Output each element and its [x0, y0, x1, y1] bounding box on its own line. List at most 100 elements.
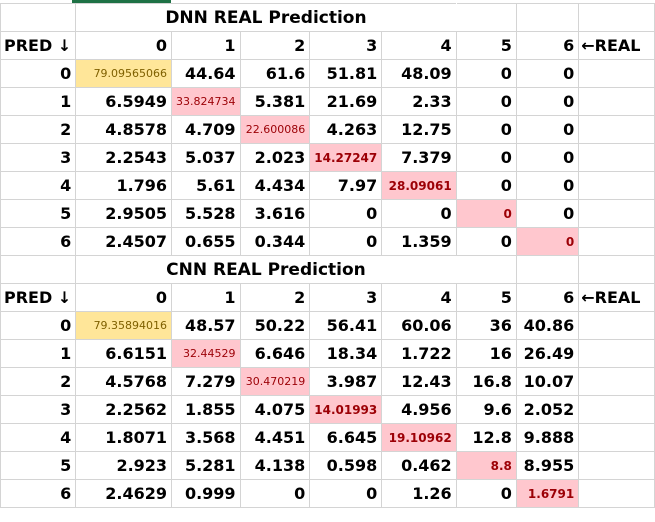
cnn-pred-axis-label[interactable]: PRED ↓	[0, 283, 77, 312]
cnn-pred-row-header[interactable]: 2	[0, 367, 77, 396]
dnn-diagonal-cell-highlighted[interactable]: 22.600086	[239, 115, 311, 144]
cnn-matrix-cell[interactable]: 56.41	[309, 311, 383, 340]
dnn-empty-cell[interactable]	[578, 3, 655, 32]
cnn-matrix-cell[interactable]: 7.279	[171, 367, 241, 396]
cnn-matrix-cell[interactable]: 4.451	[239, 423, 311, 452]
dnn-matrix-cell[interactable]: 5.528	[171, 199, 241, 228]
dnn-matrix-cell[interactable]: 5.381	[239, 87, 311, 116]
cnn-matrix-cell[interactable]: 18.34	[309, 339, 383, 368]
cnn-matrix-cell[interactable]: 3.568	[171, 423, 241, 452]
dnn-matrix-cell[interactable]: 2.9505	[75, 199, 173, 228]
dnn-empty-cell[interactable]	[455, 3, 517, 32]
cnn-matrix-cell[interactable]: 9.6	[455, 395, 517, 424]
cnn-matrix-cell[interactable]: 3.987	[309, 367, 383, 396]
dnn-pred-row-header[interactable]: 2	[0, 115, 77, 144]
dnn-matrix-cell[interactable]: 0.655	[171, 227, 241, 256]
dnn-diagonal-cell-highlighted[interactable]: 0	[455, 199, 517, 228]
cnn-real-column-header[interactable]: 3	[309, 283, 383, 312]
cnn-real-column-header[interactable]: 2	[239, 283, 311, 312]
dnn-real-column-header[interactable]: 3	[309, 31, 383, 60]
cnn-matrix-cell[interactable]: 0.462	[381, 451, 457, 480]
dnn-matrix-cell[interactable]: 5.61	[171, 171, 241, 200]
cnn-pred-row-header[interactable]: 6	[0, 479, 77, 508]
dnn-pred-row-header[interactable]: 1	[0, 87, 77, 116]
dnn-matrix-cell[interactable]: 0.344	[239, 227, 311, 256]
cnn-matrix-cell[interactable]: 6.6151	[75, 339, 173, 368]
dnn-matrix-cell[interactable]: 6.5949	[75, 87, 173, 116]
dnn-matrix-cell[interactable]: 0	[455, 59, 517, 88]
dnn-matrix-cell[interactable]: 1.359	[381, 227, 457, 256]
cnn-diagonal-cell-highlighted[interactable]: 1.6791	[515, 479, 580, 508]
cnn-matrix-cell[interactable]: 6.645	[309, 423, 383, 452]
cnn-matrix-cell[interactable]: 16	[455, 339, 517, 368]
cnn-matrix-cell[interactable]: 1.722	[381, 339, 457, 368]
dnn-matrix-cell[interactable]: 5.037	[171, 143, 241, 172]
dnn-matrix-cell[interactable]: 2.33	[381, 87, 457, 116]
cnn-real-column-header[interactable]: 6	[515, 283, 580, 312]
cnn-empty-cell[interactable]	[578, 423, 655, 452]
dnn-real-column-header[interactable]: 2	[239, 31, 311, 60]
dnn-table-title[interactable]: DNN REAL Prediction	[75, 3, 457, 32]
dnn-matrix-cell[interactable]: 3.616	[239, 199, 311, 228]
dnn-matrix-cell[interactable]: 4.709	[171, 115, 241, 144]
cnn-diagonal-cell-highlighted[interactable]: 8.8	[455, 451, 517, 480]
dnn-matrix-cell[interactable]: 7.97	[309, 171, 383, 200]
dnn-pred-row-header[interactable]: 0	[0, 59, 77, 88]
cnn-diagonal-cell-highlighted[interactable]: 14.01993	[309, 395, 383, 424]
cnn-empty-cell[interactable]	[578, 339, 655, 368]
cnn-matrix-cell[interactable]: 2.4629	[75, 479, 173, 508]
cnn-real-column-header[interactable]: 0	[75, 283, 173, 312]
dnn-matrix-cell[interactable]: 0	[455, 115, 517, 144]
dnn-diagonal-cell-highlighted[interactable]: 33.824734	[171, 87, 241, 116]
cnn-matrix-cell[interactable]: 26.49	[515, 339, 580, 368]
dnn-empty-cell[interactable]	[515, 3, 580, 32]
cnn-diagonal-cell-highlighted[interactable]: 79.35894016	[75, 311, 173, 340]
dnn-matrix-cell[interactable]: 0	[455, 171, 517, 200]
cnn-matrix-cell[interactable]: 9.888	[515, 423, 580, 452]
dnn-matrix-cell[interactable]: 1.796	[75, 171, 173, 200]
cnn-matrix-cell[interactable]: 48.57	[171, 311, 241, 340]
cnn-matrix-cell[interactable]: 2.923	[75, 451, 173, 480]
dnn-matrix-cell[interactable]: 4.263	[309, 115, 383, 144]
dnn-empty-cell[interactable]	[0, 3, 77, 32]
cnn-matrix-cell[interactable]: 2.052	[515, 395, 580, 424]
cnn-matrix-cell[interactable]: 2.2562	[75, 395, 173, 424]
dnn-diagonal-cell-highlighted[interactable]: 0	[515, 227, 580, 256]
cnn-matrix-cell[interactable]: 0	[239, 479, 311, 508]
dnn-empty-cell[interactable]	[578, 199, 655, 228]
cnn-empty-cell[interactable]	[578, 255, 655, 284]
dnn-diagonal-cell-highlighted[interactable]: 14.27247	[309, 143, 383, 172]
cnn-real-column-header[interactable]: 1	[171, 283, 241, 312]
dnn-diagonal-cell-highlighted[interactable]: 79.09565066	[75, 59, 173, 88]
cnn-table-title[interactable]: CNN REAL Prediction	[75, 255, 457, 284]
dnn-matrix-cell[interactable]: 4.8578	[75, 115, 173, 144]
dnn-matrix-cell[interactable]: 61.6	[239, 59, 311, 88]
dnn-matrix-cell[interactable]: 2.4507	[75, 227, 173, 256]
dnn-matrix-cell[interactable]: 2.2543	[75, 143, 173, 172]
dnn-matrix-cell[interactable]: 0	[381, 199, 457, 228]
dnn-matrix-cell[interactable]: 0	[515, 59, 580, 88]
dnn-matrix-cell[interactable]: 51.81	[309, 59, 383, 88]
dnn-matrix-cell[interactable]: 0	[515, 143, 580, 172]
cnn-matrix-cell[interactable]: 1.855	[171, 395, 241, 424]
dnn-matrix-cell[interactable]: 48.09	[381, 59, 457, 88]
cnn-empty-cell[interactable]	[0, 255, 77, 284]
cnn-real-column-header[interactable]: 5	[455, 283, 517, 312]
cnn-empty-cell[interactable]	[578, 367, 655, 396]
dnn-empty-cell[interactable]	[578, 143, 655, 172]
dnn-diagonal-cell-highlighted[interactable]: 28.09061	[381, 171, 457, 200]
cnn-diagonal-cell-highlighted[interactable]: 32.44529	[171, 339, 241, 368]
dnn-real-axis-label[interactable]: ←REAL	[578, 31, 655, 60]
cnn-empty-cell[interactable]	[455, 255, 517, 284]
dnn-matrix-cell[interactable]: 7.379	[381, 143, 457, 172]
cnn-matrix-cell[interactable]: 12.43	[381, 367, 457, 396]
cnn-matrix-cell[interactable]: 8.955	[515, 451, 580, 480]
dnn-matrix-cell[interactable]: 0	[309, 199, 383, 228]
cnn-pred-row-header[interactable]: 4	[0, 423, 77, 452]
dnn-real-column-header[interactable]: 0	[75, 31, 173, 60]
dnn-real-column-header[interactable]: 5	[455, 31, 517, 60]
dnn-matrix-cell[interactable]: 0	[309, 227, 383, 256]
dnn-empty-cell[interactable]	[578, 115, 655, 144]
cnn-matrix-cell[interactable]: 40.86	[515, 311, 580, 340]
dnn-pred-row-header[interactable]: 3	[0, 143, 77, 172]
